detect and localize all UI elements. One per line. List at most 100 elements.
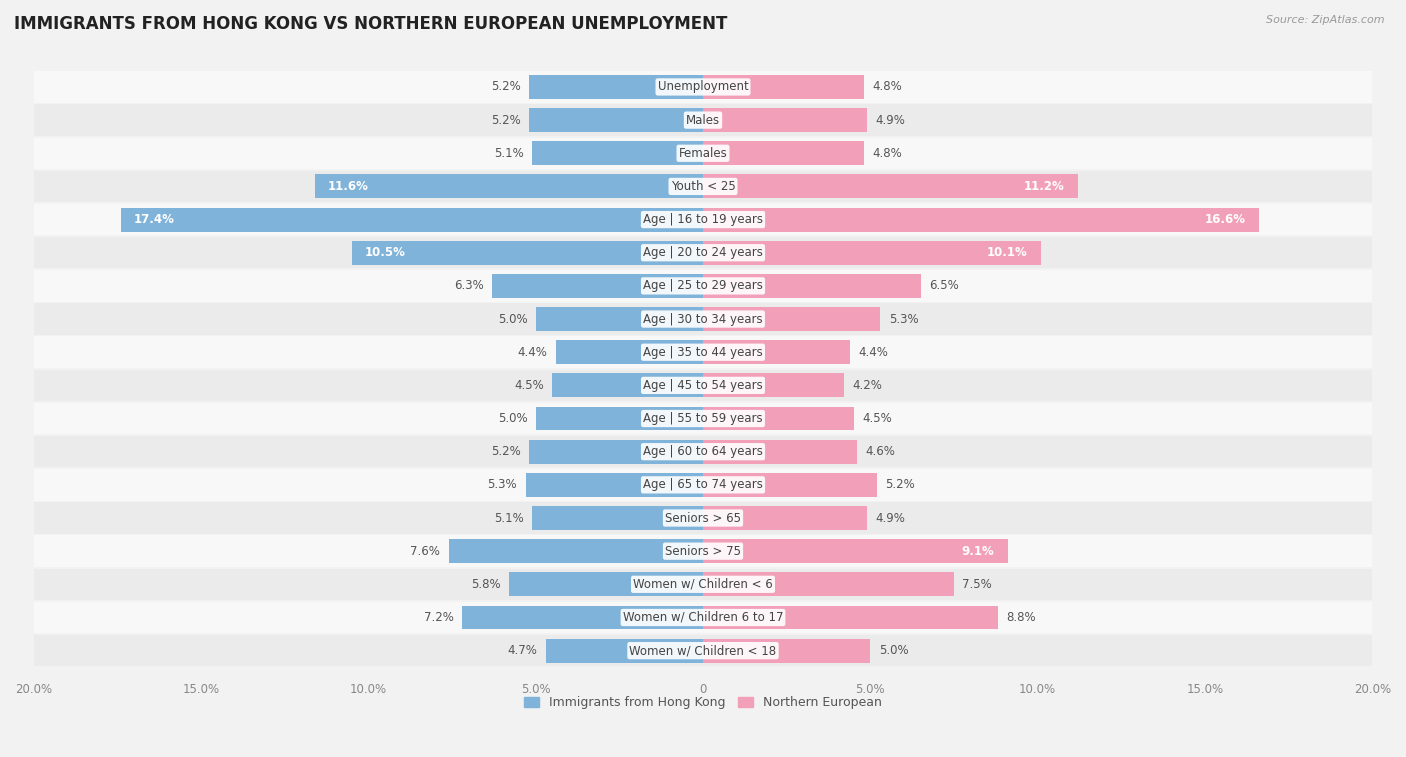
- Bar: [34, 502, 1372, 534]
- Text: Seniors > 75: Seniors > 75: [665, 545, 741, 558]
- Bar: [449, 539, 703, 563]
- Bar: [529, 440, 703, 463]
- Text: 5.1%: 5.1%: [494, 512, 524, 525]
- Text: 4.9%: 4.9%: [876, 114, 905, 126]
- Text: 16.6%: 16.6%: [1205, 213, 1246, 226]
- Bar: [529, 108, 703, 132]
- Bar: [703, 241, 1040, 265]
- Legend: Immigrants from Hong Kong, Northern European: Immigrants from Hong Kong, Northern Euro…: [519, 691, 887, 714]
- Bar: [546, 639, 703, 662]
- Bar: [533, 506, 703, 530]
- Bar: [703, 307, 880, 331]
- Text: Males: Males: [686, 114, 720, 126]
- Text: Women w/ Children 6 to 17: Women w/ Children 6 to 17: [623, 611, 783, 624]
- Text: 4.2%: 4.2%: [852, 378, 882, 392]
- Bar: [703, 75, 863, 99]
- Text: Age | 45 to 54 years: Age | 45 to 54 years: [643, 378, 763, 392]
- Bar: [315, 174, 703, 198]
- Text: 11.2%: 11.2%: [1024, 180, 1064, 193]
- Text: Females: Females: [679, 147, 727, 160]
- Bar: [509, 572, 703, 597]
- Bar: [703, 207, 1258, 232]
- Text: 5.3%: 5.3%: [488, 478, 517, 491]
- Bar: [703, 341, 851, 364]
- Text: IMMIGRANTS FROM HONG KONG VS NORTHERN EUROPEAN UNEMPLOYMENT: IMMIGRANTS FROM HONG KONG VS NORTHERN EU…: [14, 15, 727, 33]
- Bar: [703, 473, 877, 497]
- Bar: [34, 270, 1372, 301]
- Text: Women w/ Children < 18: Women w/ Children < 18: [630, 644, 776, 657]
- Bar: [526, 473, 703, 497]
- Text: 5.0%: 5.0%: [879, 644, 908, 657]
- Text: 4.4%: 4.4%: [517, 346, 547, 359]
- Bar: [34, 170, 1372, 202]
- Text: Age | 55 to 59 years: Age | 55 to 59 years: [643, 412, 763, 425]
- Text: 5.3%: 5.3%: [889, 313, 918, 326]
- Text: 6.5%: 6.5%: [929, 279, 959, 292]
- Bar: [703, 440, 858, 463]
- Text: 5.2%: 5.2%: [491, 80, 520, 93]
- Bar: [352, 241, 703, 265]
- Bar: [703, 174, 1078, 198]
- Text: 5.1%: 5.1%: [494, 147, 524, 160]
- Text: Source: ZipAtlas.com: Source: ZipAtlas.com: [1267, 15, 1385, 25]
- Text: Age | 30 to 34 years: Age | 30 to 34 years: [643, 313, 763, 326]
- Text: 4.6%: 4.6%: [865, 445, 896, 458]
- Text: 9.1%: 9.1%: [962, 545, 994, 558]
- Text: Youth < 25: Youth < 25: [671, 180, 735, 193]
- Text: 10.5%: 10.5%: [366, 246, 406, 259]
- Bar: [121, 207, 703, 232]
- Bar: [34, 71, 1372, 103]
- Bar: [463, 606, 703, 629]
- Bar: [34, 635, 1372, 666]
- Bar: [529, 75, 703, 99]
- Bar: [34, 304, 1372, 335]
- Bar: [703, 274, 921, 298]
- Bar: [703, 142, 863, 165]
- Text: Women w/ Children < 6: Women w/ Children < 6: [633, 578, 773, 590]
- Bar: [533, 142, 703, 165]
- Bar: [703, 108, 868, 132]
- Text: 7.6%: 7.6%: [411, 545, 440, 558]
- Bar: [34, 237, 1372, 269]
- Text: Age | 16 to 19 years: Age | 16 to 19 years: [643, 213, 763, 226]
- Bar: [34, 436, 1372, 467]
- Text: 4.9%: 4.9%: [876, 512, 905, 525]
- Bar: [492, 274, 703, 298]
- Bar: [703, 506, 868, 530]
- Text: 5.8%: 5.8%: [471, 578, 501, 590]
- Bar: [34, 403, 1372, 435]
- Text: 4.5%: 4.5%: [862, 412, 891, 425]
- Text: Age | 35 to 44 years: Age | 35 to 44 years: [643, 346, 763, 359]
- Bar: [703, 606, 997, 629]
- Bar: [34, 104, 1372, 136]
- Text: Seniors > 65: Seniors > 65: [665, 512, 741, 525]
- Text: 4.8%: 4.8%: [872, 147, 901, 160]
- Bar: [553, 373, 703, 397]
- Text: 5.2%: 5.2%: [491, 114, 520, 126]
- Bar: [34, 569, 1372, 600]
- Text: 8.8%: 8.8%: [1005, 611, 1036, 624]
- Text: 5.2%: 5.2%: [491, 445, 520, 458]
- Bar: [703, 407, 853, 431]
- Text: 4.7%: 4.7%: [508, 644, 537, 657]
- Bar: [34, 602, 1372, 634]
- Text: Age | 25 to 29 years: Age | 25 to 29 years: [643, 279, 763, 292]
- Text: 4.5%: 4.5%: [515, 378, 544, 392]
- Text: Age | 60 to 64 years: Age | 60 to 64 years: [643, 445, 763, 458]
- Bar: [555, 341, 703, 364]
- Text: Unemployment: Unemployment: [658, 80, 748, 93]
- Bar: [34, 469, 1372, 500]
- Bar: [34, 138, 1372, 169]
- Text: 7.2%: 7.2%: [423, 611, 454, 624]
- Text: Age | 20 to 24 years: Age | 20 to 24 years: [643, 246, 763, 259]
- Text: 4.8%: 4.8%: [872, 80, 901, 93]
- Bar: [34, 535, 1372, 567]
- Text: 10.1%: 10.1%: [987, 246, 1028, 259]
- Text: 5.0%: 5.0%: [498, 412, 527, 425]
- Text: 6.3%: 6.3%: [454, 279, 484, 292]
- Bar: [703, 539, 1008, 563]
- Text: 4.4%: 4.4%: [859, 346, 889, 359]
- Bar: [536, 407, 703, 431]
- Text: 11.6%: 11.6%: [328, 180, 368, 193]
- Bar: [34, 336, 1372, 368]
